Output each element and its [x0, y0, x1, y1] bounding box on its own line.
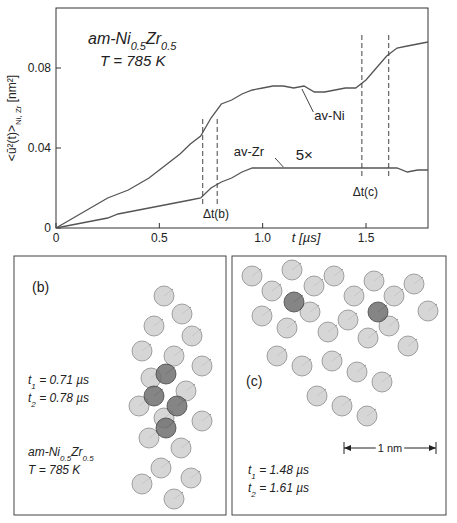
x-tick [262, 223, 263, 228]
interval-line [361, 34, 362, 176]
scale-arrow [344, 445, 351, 451]
x-tick-label: 0 [53, 231, 60, 245]
atom [322, 351, 342, 371]
atom [262, 281, 282, 301]
atom [364, 271, 384, 291]
plot-area [56, 34, 428, 228]
atom [304, 276, 324, 296]
atom [324, 266, 344, 286]
atom [164, 346, 184, 366]
atom [172, 304, 192, 324]
leader-line [302, 89, 313, 112]
atom [144, 316, 164, 336]
atom [318, 322, 338, 342]
atom [151, 458, 171, 478]
panel-frame [232, 256, 446, 515]
scale-arrow [429, 445, 436, 451]
x-tick-label: 1.5 [358, 231, 375, 245]
atom-dark [144, 386, 164, 406]
atom [418, 301, 438, 321]
atom [132, 341, 152, 361]
x-tick [159, 223, 160, 228]
panel-text: t1 = 1.48 µs [248, 463, 309, 481]
series-line [56, 42, 428, 228]
panel-text: t2 = 1.61 µs [248, 481, 309, 499]
x-tick [366, 223, 367, 228]
label-patch [376, 441, 404, 455]
atom [338, 310, 358, 330]
atom [347, 362, 367, 382]
atom [181, 468, 201, 488]
series-label: av-Ni [314, 108, 344, 123]
annotation: 5× [296, 146, 313, 163]
panel-text: t1 = 0.71 µs [28, 373, 89, 391]
atom [182, 326, 202, 346]
atom [332, 396, 352, 416]
y-tick-label: 0 [44, 221, 51, 235]
atom [132, 474, 152, 494]
annotation: am-Ni0.5Zr0.5 [88, 30, 177, 52]
interval-line [217, 118, 218, 204]
atom [372, 372, 392, 392]
y-tick-label: 0.08 [28, 61, 52, 75]
atom [384, 286, 404, 306]
series-line [56, 168, 428, 228]
panel-text: T = 785 K [28, 463, 81, 477]
atom [154, 286, 174, 306]
atom [277, 318, 297, 338]
atom [344, 286, 364, 306]
atom [192, 411, 212, 431]
atom [139, 428, 159, 448]
interval-label: Δt(c) [353, 185, 378, 199]
series-label: av-Zr [234, 144, 265, 159]
y-tick-label: 0.04 [28, 141, 52, 155]
x-tick-label: 1.0 [254, 231, 271, 245]
y-axis-title: <ū²(t)>Ni, Zr [nm²] [5, 75, 23, 161]
scale-bar-label: 1 nm [378, 442, 402, 454]
atom [292, 356, 312, 376]
atom-dark [368, 302, 388, 322]
atom [164, 489, 184, 509]
y-tick [56, 148, 61, 149]
plot-frame [56, 8, 428, 228]
y-tick [56, 68, 61, 69]
atom [358, 328, 378, 348]
atom [171, 438, 191, 458]
x-tick-label: 0.5 [151, 231, 168, 245]
atom [282, 260, 302, 280]
annotation: T = 785 K [100, 52, 166, 69]
interval-line [202, 118, 203, 204]
panel-text: t2 = 0.78 µs [28, 391, 89, 409]
interval-line [388, 34, 389, 176]
x-axis-title: t [µs] [292, 230, 321, 245]
leader-line [275, 158, 283, 167]
atom-dark [284, 292, 304, 312]
panel-frame [14, 256, 226, 515]
atom [404, 274, 424, 294]
atom [192, 356, 212, 376]
atom [357, 406, 377, 426]
interval-label: Δt(b) [203, 207, 229, 221]
atom-dark [167, 396, 187, 416]
atom [267, 346, 287, 366]
figure: 0 0.5 1.0 1.5 0 0.04 0.08 t [µs] <ū²(t)>Ni, Zr [… [0, 0, 457, 523]
atom-dark [156, 364, 176, 384]
atom-dark [156, 418, 176, 438]
panel-letter: (b) [32, 279, 49, 295]
atom [242, 266, 262, 286]
atom [398, 336, 418, 356]
atom [252, 306, 272, 326]
panel-letter: (c) [246, 373, 262, 389]
panel-text: am-Ni0.5Zr0.5 [28, 445, 94, 463]
atom [307, 386, 327, 406]
